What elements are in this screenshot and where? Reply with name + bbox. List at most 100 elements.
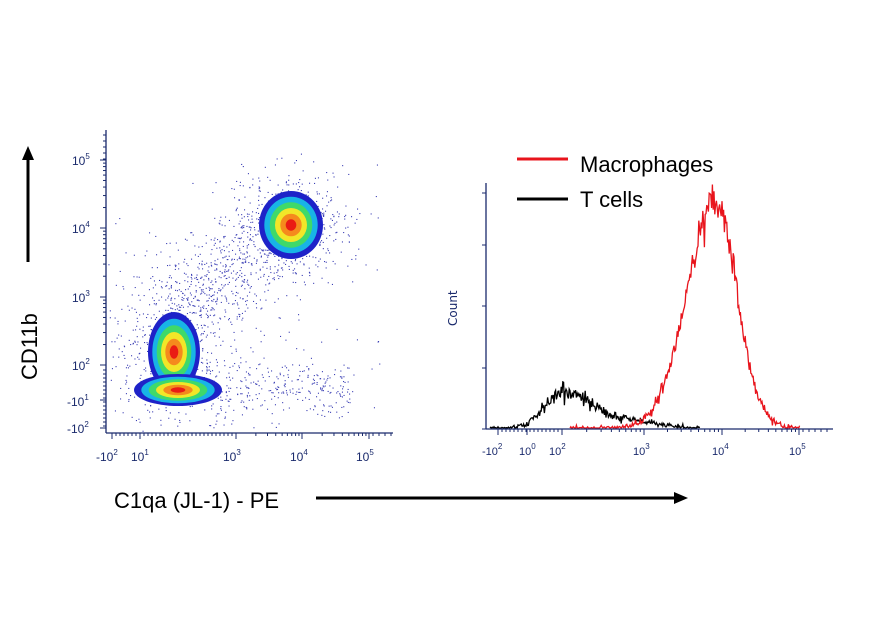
event-dot xyxy=(295,259,297,261)
event-dot xyxy=(249,367,251,369)
event-dot xyxy=(316,374,318,376)
event-dot xyxy=(245,361,247,363)
event-dot xyxy=(232,420,234,422)
event-dot xyxy=(253,241,255,243)
event-dot xyxy=(376,164,378,166)
event-dot xyxy=(296,391,298,393)
event-dot xyxy=(140,347,142,349)
event-dot xyxy=(278,264,280,266)
event-dot xyxy=(242,166,244,168)
event-dot xyxy=(278,259,280,261)
event-dot xyxy=(200,334,202,336)
event-dot xyxy=(294,268,296,270)
event-dot xyxy=(218,336,220,338)
event-dot xyxy=(224,309,226,311)
event-dot xyxy=(268,283,270,285)
event-dot xyxy=(256,383,258,385)
event-dot xyxy=(268,390,270,392)
event-dot xyxy=(292,388,294,390)
event-dot xyxy=(266,261,268,263)
event-dot xyxy=(168,288,170,290)
event-dot xyxy=(170,307,172,309)
event-dot xyxy=(244,377,246,379)
event-dot xyxy=(243,401,245,403)
event-dot xyxy=(335,238,337,240)
event-dot xyxy=(235,234,237,236)
dot-y-tick-label: 105 xyxy=(72,152,90,168)
event-dot xyxy=(233,188,235,190)
event-dot xyxy=(249,238,251,240)
event-dot xyxy=(349,393,351,395)
event-dot xyxy=(202,333,204,335)
event-dot xyxy=(239,258,241,260)
event-dot xyxy=(228,390,230,392)
event-dot xyxy=(252,399,254,401)
event-dot xyxy=(183,298,185,300)
event-dot xyxy=(233,225,235,227)
event-dot xyxy=(247,256,249,258)
event-dot xyxy=(298,319,300,321)
event-dot xyxy=(288,268,290,270)
event-dot xyxy=(324,385,326,387)
event-dot xyxy=(329,392,331,394)
event-dot xyxy=(220,289,222,291)
event-dot xyxy=(283,262,285,264)
event-dot xyxy=(139,314,141,316)
event-dot xyxy=(219,290,221,292)
event-dot xyxy=(221,224,223,226)
event-dot xyxy=(324,382,326,384)
event-dot xyxy=(214,217,216,219)
event-dot xyxy=(127,305,129,307)
event-dot xyxy=(239,185,241,187)
event-dot xyxy=(169,242,171,244)
event-dot xyxy=(340,395,342,397)
event-dot xyxy=(308,267,310,269)
event-dot xyxy=(321,277,323,279)
event-dot xyxy=(136,336,138,338)
event-dot xyxy=(212,294,214,296)
event-dot xyxy=(275,426,277,428)
event-dot xyxy=(219,247,221,249)
event-dot xyxy=(250,382,252,384)
event-dot xyxy=(258,195,260,197)
event-dot xyxy=(202,268,204,270)
event-dot xyxy=(261,203,263,205)
event-dot xyxy=(202,283,204,285)
dot-plot-y-tick-labels: 105 104 103 102 -101 -102 xyxy=(67,152,90,436)
dot-y-tick-label: 102 xyxy=(72,357,90,373)
event-dot xyxy=(230,387,232,389)
event-dot xyxy=(216,247,218,249)
event-dot xyxy=(339,394,341,396)
event-dot xyxy=(259,187,261,189)
event-dot xyxy=(137,341,139,343)
event-dot xyxy=(252,178,254,180)
density-contour xyxy=(285,219,297,231)
event-dot xyxy=(213,427,215,429)
event-dot xyxy=(343,381,345,383)
event-dot xyxy=(141,282,143,284)
event-dot xyxy=(161,296,163,298)
event-dot xyxy=(111,341,113,343)
event-dot xyxy=(295,282,297,284)
event-dot xyxy=(248,387,250,389)
event-dot xyxy=(201,327,203,329)
event-dot xyxy=(314,382,316,384)
event-dot xyxy=(184,294,186,296)
event-dot xyxy=(170,287,172,289)
event-dot xyxy=(343,394,345,396)
event-dot xyxy=(255,383,257,385)
event-dot xyxy=(255,272,257,274)
event-dot xyxy=(300,190,302,192)
event-dot xyxy=(134,358,136,360)
event-dot xyxy=(153,300,155,302)
event-dot xyxy=(231,259,233,261)
event-dot xyxy=(308,369,310,371)
event-dot xyxy=(220,216,222,218)
event-dot xyxy=(258,188,260,190)
event-dot xyxy=(258,393,260,395)
event-dot xyxy=(258,217,260,219)
event-dot xyxy=(233,409,235,411)
event-dot xyxy=(241,284,243,286)
event-dot xyxy=(240,227,242,229)
event-dot xyxy=(241,312,243,314)
